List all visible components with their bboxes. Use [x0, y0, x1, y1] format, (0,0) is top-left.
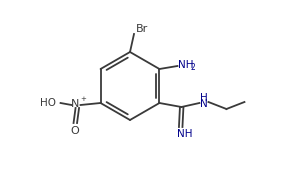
Text: 2: 2	[191, 64, 196, 73]
Text: Br: Br	[136, 24, 148, 34]
Text: NH: NH	[177, 129, 193, 139]
Text: O: O	[70, 126, 79, 136]
Text: NH: NH	[179, 60, 194, 70]
Text: +: +	[80, 96, 86, 102]
Text: N: N	[201, 99, 208, 109]
Text: H: H	[201, 93, 208, 103]
Text: N: N	[71, 99, 80, 109]
Text: HO: HO	[40, 98, 55, 108]
